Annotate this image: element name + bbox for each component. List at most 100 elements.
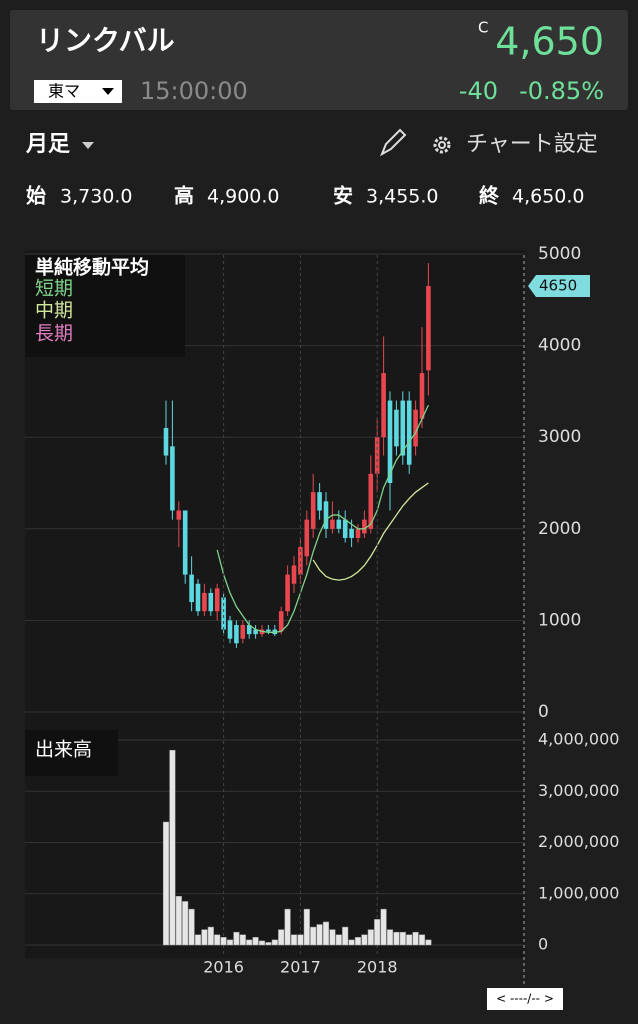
volume-bar — [284, 908, 291, 946]
ohlc-value: 4,900.0 — [207, 186, 280, 208]
candle-body — [368, 473, 374, 529]
volume-bar — [329, 929, 336, 946]
candle-body — [234, 624, 239, 644]
candle-body — [381, 373, 386, 438]
header-panel — [10, 10, 628, 110]
candle-body — [253, 629, 258, 635]
volume-bar — [342, 926, 349, 946]
candle-body — [413, 409, 418, 447]
volume-bar — [233, 931, 240, 946]
change-percent: -0.85% — [519, 77, 604, 105]
candle-body — [170, 446, 175, 511]
market-select[interactable] — [34, 80, 122, 103]
volume-bar — [425, 939, 432, 946]
volume-bar — [194, 934, 202, 946]
legend-entry: 中期 — [35, 300, 73, 322]
volume-bar — [290, 934, 298, 946]
candle-body — [387, 400, 393, 483]
candle-body — [246, 624, 252, 635]
volume-bar — [348, 939, 355, 946]
ohlc-row: 始 3,730.0 高 4,900.0 安 3,455.0 終 4,650.0 — [26, 184, 585, 208]
volume-bar — [303, 908, 310, 946]
last-price-tag — [528, 275, 590, 298]
volume-bar — [265, 942, 272, 946]
y-tick-label: 2000 — [538, 519, 581, 539]
stock-name: リンクバル — [36, 24, 175, 57]
candle-body — [202, 592, 207, 612]
ohlc-label: 安 — [333, 184, 353, 208]
candle-body — [317, 492, 322, 511]
volume-bar — [354, 937, 362, 946]
candle-body — [208, 592, 214, 612]
market[interactable]: 東マ — [48, 82, 80, 101]
period-arrow — [82, 142, 94, 149]
period-select[interactable]: 月足 — [25, 132, 70, 157]
chart-area — [25, 250, 525, 958]
volume-bar — [361, 934, 368, 946]
volume-bar — [316, 924, 323, 946]
candle-body — [182, 510, 188, 575]
candle-body — [278, 611, 284, 632]
close-flag: C — [478, 19, 488, 37]
volume-bar — [214, 934, 221, 946]
x-tick-label: 2016 — [203, 958, 244, 977]
volume-bar — [393, 931, 400, 946]
volume-bar — [322, 921, 330, 946]
moving-average — [312, 482, 429, 581]
volume-bar — [252, 937, 259, 946]
gear-icon[interactable] — [433, 136, 451, 154]
candle-body — [291, 565, 297, 584]
ohlc-label: 終 — [479, 184, 500, 208]
candle-body — [349, 528, 354, 538]
candle-body — [362, 519, 367, 534]
legend-title: 単純移動平均 — [35, 256, 149, 279]
pencil-icon[interactable] — [380, 128, 407, 157]
volume-bar — [258, 940, 266, 946]
ohlc-label: 始 — [26, 184, 46, 208]
y-tick-label: 5000 — [538, 244, 581, 264]
candle-body — [400, 400, 406, 456]
volume-bar — [278, 929, 285, 946]
volume-bar — [380, 908, 387, 946]
nav[interactable]: < ----/-- > — [496, 992, 554, 1006]
candle-body — [285, 574, 290, 612]
volume-bar — [335, 934, 342, 946]
y-tick-label: 3000 — [538, 427, 581, 447]
volume-bar — [188, 908, 195, 946]
candle-body — [310, 492, 316, 529]
moving-average — [216, 404, 429, 633]
candle-body — [221, 597, 226, 630]
candle-body — [195, 583, 201, 612]
nav-box[interactable] — [487, 988, 563, 1010]
candle-body — [406, 400, 412, 465]
ohlc-value: 4,650.0 — [512, 186, 585, 208]
ohlc-value: 3,455.0 — [366, 186, 439, 208]
candle-body — [214, 588, 220, 612]
y-tick-label: 4,000,000 — [538, 730, 619, 749]
volume-bar — [162, 821, 170, 946]
candle-body — [240, 624, 246, 639]
x-tick-label: 2018 — [357, 958, 398, 977]
y-tick-label: 4000 — [538, 336, 581, 356]
volume-bar — [271, 939, 278, 946]
candle-body — [176, 510, 182, 520]
dropdown-arrow — [102, 88, 114, 95]
volume-bar — [367, 929, 374, 946]
volume-bar — [175, 896, 182, 946]
y-tick-label: 0 — [538, 935, 548, 954]
price: 4,650 — [495, 20, 604, 64]
chart-settings[interactable]: チャート設定 — [466, 132, 598, 157]
candle-body — [336, 519, 342, 529]
legend-box — [25, 255, 185, 357]
volume-bar — [220, 937, 227, 946]
candle-body — [330, 519, 335, 529]
candle-body — [304, 519, 310, 557]
legend-entry: 長期 — [35, 323, 73, 345]
last-price-label: 4650 — [539, 277, 577, 295]
time: 15:00:00 — [140, 77, 248, 105]
candle-body — [426, 286, 431, 371]
y-tick-label: 3,000,000 — [538, 781, 619, 800]
